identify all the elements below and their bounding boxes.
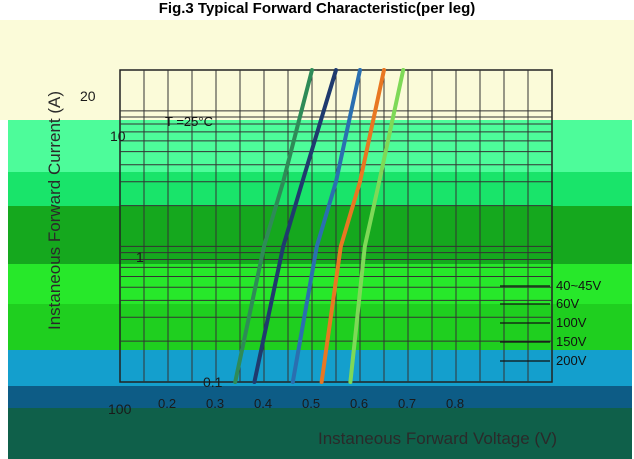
x-tick-label: 0.4 [254,396,272,411]
series-line-4 [319,68,386,384]
plot-grid [119,69,553,383]
legend-label: 40~45V [556,278,602,293]
legend-label: 150V [556,334,587,349]
y-tick-label-20: 20 [80,88,96,104]
legend-label: 200V [556,353,587,368]
y-tick-label-10: 10 [110,128,126,144]
legend: 40~45V 60V 100V 150V 200V [500,278,602,368]
band-4 [8,264,632,304]
legend-label: 60V [556,296,579,311]
series-line-2 [252,68,338,384]
series-line-1 [233,68,314,384]
x-axis-label: Instaneous Forward Voltage (V) [318,429,557,448]
y-tick-label-1: 1 [136,249,144,265]
band-7 [8,386,632,408]
x-tick-label: 0.3 [206,396,224,411]
series-line-5 [348,68,406,384]
band-5 [8,304,632,350]
band-2 [8,172,632,206]
x-tick-label: 0.2 [158,396,176,411]
x-tick-label: 0.5 [302,396,320,411]
extra-label-100: 100 [108,401,132,417]
series-curves [233,68,406,384]
series-line-3 [290,68,362,384]
band-8 [8,408,632,459]
x-tick-label: 0.8 [446,396,464,411]
x-tick-label: 0.6 [350,396,368,411]
x-tick-labels: 0.2 0.3 0.4 0.5 0.6 0.7 0.8 [158,396,464,411]
y-tick-label-0.1: 0.1 [203,374,223,390]
temperature-annotation: T =25°C [165,114,213,129]
legend-label: 100V [556,315,587,330]
chart-title: Fig.3 Typical Forward Characteristic(per… [158,0,476,17]
x-tick-label: 0.7 [398,396,416,411]
y-axis-label: Instaneous Forward Current (A) [45,91,64,330]
